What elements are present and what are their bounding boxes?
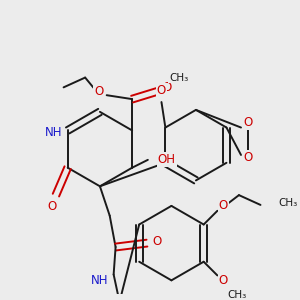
Text: NH: NH bbox=[45, 126, 63, 139]
Text: O: O bbox=[243, 152, 253, 164]
Text: CH₃: CH₃ bbox=[227, 290, 246, 300]
Text: O: O bbox=[219, 274, 228, 287]
Text: O: O bbox=[163, 81, 172, 94]
Text: O: O bbox=[243, 116, 253, 129]
Text: O: O bbox=[157, 84, 166, 97]
Text: CH₃: CH₃ bbox=[169, 73, 189, 82]
Text: O: O bbox=[94, 85, 104, 98]
Text: OH: OH bbox=[158, 153, 175, 167]
Text: CH₃: CH₃ bbox=[278, 198, 297, 208]
Text: O: O bbox=[47, 200, 57, 213]
Text: O: O bbox=[152, 235, 161, 248]
Text: O: O bbox=[219, 200, 228, 212]
Text: NH: NH bbox=[91, 274, 109, 287]
